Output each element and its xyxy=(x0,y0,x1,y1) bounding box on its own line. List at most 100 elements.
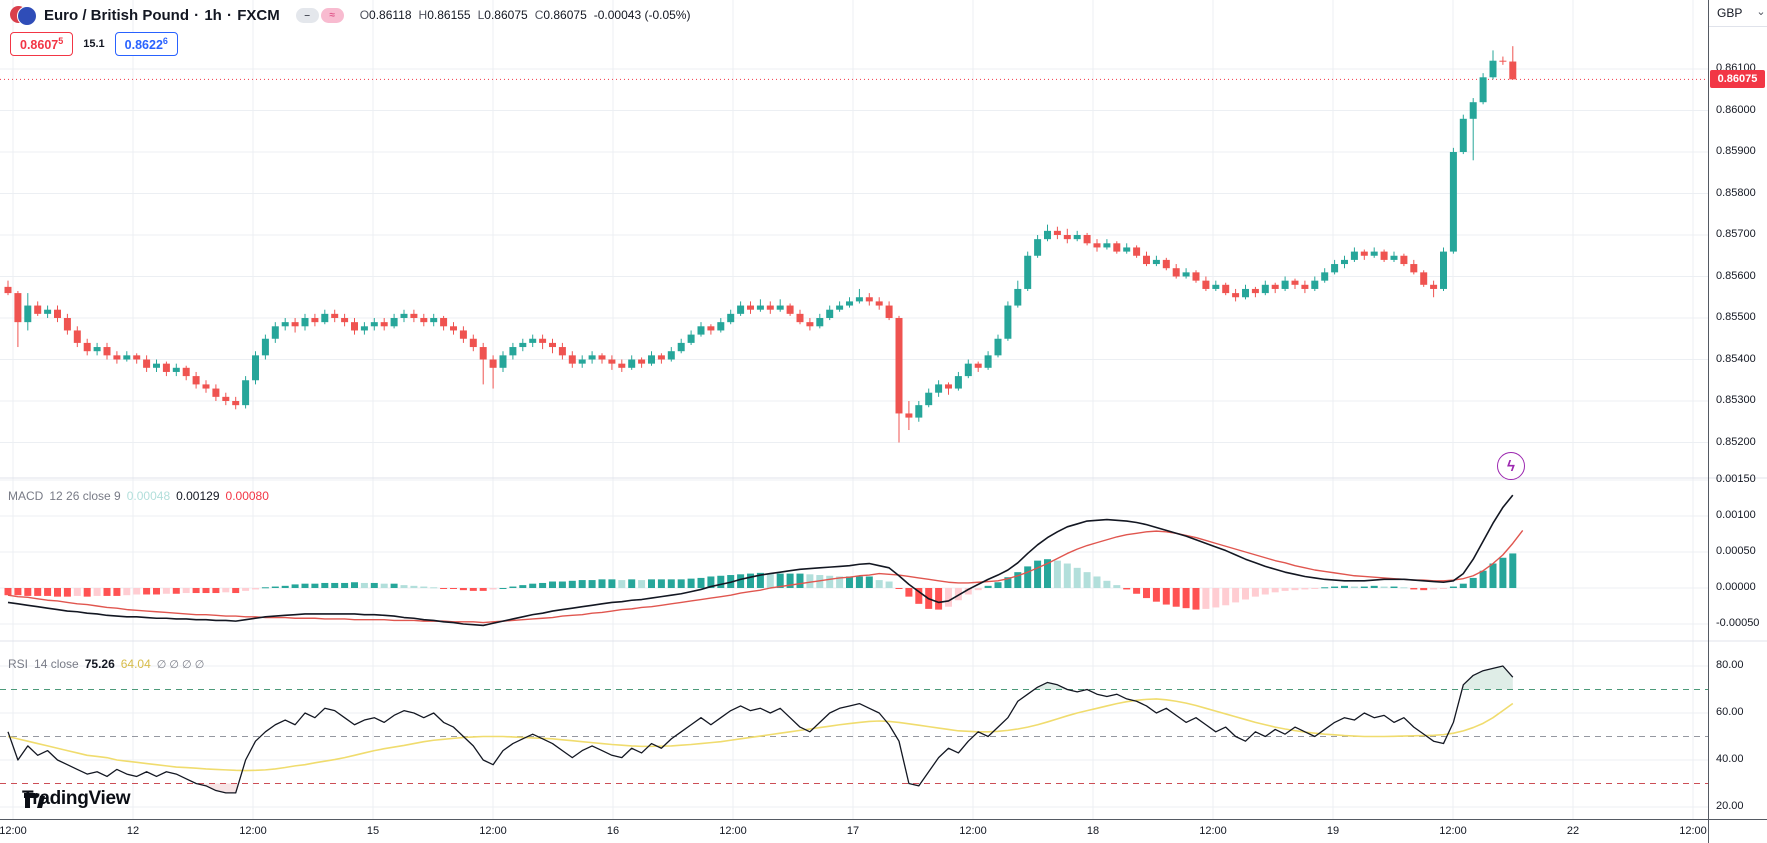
candle-down xyxy=(420,318,428,323)
candle-down xyxy=(568,355,576,364)
candle-up xyxy=(172,367,180,372)
buy-button[interactable]: 0.86226 xyxy=(114,32,178,57)
candle-down xyxy=(1360,251,1368,256)
candle-up xyxy=(1331,264,1339,273)
candle-down xyxy=(806,322,814,327)
current-price-tag: 0.86075 xyxy=(1710,70,1765,89)
macd-hist-bar xyxy=(34,588,42,596)
macd-hist-bar xyxy=(360,582,368,588)
candle-down xyxy=(558,347,566,356)
macd-hist-bar xyxy=(776,573,784,588)
macd-hist-bar xyxy=(291,584,299,588)
candle-down xyxy=(905,413,913,418)
candle-up xyxy=(855,297,863,302)
candle-up xyxy=(1479,77,1487,103)
price-tick: 0.85500 xyxy=(1716,311,1756,323)
candle-up xyxy=(578,359,586,364)
macd-hist-bar xyxy=(648,579,655,588)
candle-up xyxy=(261,338,269,356)
macd-hist-bar xyxy=(836,576,844,588)
interval-label[interactable]: 1h xyxy=(204,6,222,24)
macd-hist-bar xyxy=(351,582,358,588)
sell-button[interactable]: 0.86075 xyxy=(10,32,74,57)
candle-down xyxy=(1499,60,1507,62)
macd-hist-bar xyxy=(717,575,725,588)
macd-tick: 0.00050 xyxy=(1716,545,1756,557)
currency-dropdown[interactable]: GBP ⌄ xyxy=(1709,0,1767,27)
tradingview-logo[interactable]: TradingView xyxy=(22,788,131,810)
candle-down xyxy=(133,355,141,360)
candle-up xyxy=(1242,288,1249,298)
macd-hist-bar xyxy=(1044,559,1051,588)
macd-hist-bar xyxy=(1291,588,1299,591)
candle-up xyxy=(994,338,1002,356)
macd-hist-bar xyxy=(756,572,764,588)
low-value: 0.86075 xyxy=(484,8,528,22)
candle-down xyxy=(1251,288,1259,294)
macd-legend[interactable]: MACD 12 26 close 9 0.00048 0.00129 0.000… xyxy=(8,489,269,503)
macd-name: MACD xyxy=(8,489,44,503)
candle-up xyxy=(1152,259,1160,265)
macd-hist-bar xyxy=(301,583,309,588)
macd-hist-bar xyxy=(63,588,71,597)
candle-down xyxy=(786,305,794,314)
candle-up xyxy=(1182,272,1190,277)
macd-hist-bar xyxy=(341,582,349,588)
candle-up xyxy=(370,322,378,327)
macd-hist-bar xyxy=(242,588,250,591)
macd-hist-bar xyxy=(469,588,477,591)
macd-hist-bar xyxy=(1350,586,1358,588)
macd-hist-bar xyxy=(1509,553,1517,588)
candle-up xyxy=(24,305,32,323)
rsi-legend[interactable]: RSI 14 close 75.26 64.04 ∅ ∅ ∅ ∅ xyxy=(8,657,204,671)
approx-toggle-icon[interactable]: ≈ xyxy=(320,7,344,23)
candle-down xyxy=(1301,284,1309,289)
macd-hist-bar xyxy=(519,585,527,588)
candle-down xyxy=(1162,259,1170,269)
collapse-toggle-icon[interactable]: – xyxy=(295,7,319,23)
candle-down xyxy=(895,318,903,414)
macd-hist-bar xyxy=(826,575,834,588)
rsi-line xyxy=(7,665,1514,794)
macd-hist-bar xyxy=(1390,586,1398,588)
candle-down xyxy=(113,355,121,360)
candle-down xyxy=(865,297,873,302)
candle-down xyxy=(608,359,616,364)
macd-hist-bar xyxy=(1093,576,1101,588)
spread-value: 15.1 xyxy=(83,38,105,51)
candle-down xyxy=(291,322,299,327)
time-axis[interactable]: ⚙ 12:001212:001512:001612:001712:001812:… xyxy=(0,819,1767,843)
candle-down xyxy=(1113,243,1121,252)
macd-hist-bar xyxy=(1222,588,1230,606)
macd-hist-bar xyxy=(1459,583,1467,588)
macd-hist-bar xyxy=(459,588,467,591)
candle-up xyxy=(1044,230,1051,240)
candle-down xyxy=(1192,272,1200,281)
macd-tick: 0.00100 xyxy=(1716,509,1756,521)
lightning-icon[interactable]: ϟ xyxy=(1497,452,1525,480)
macd-hist-bar xyxy=(1430,588,1438,590)
close-value: 0.86075 xyxy=(543,8,587,22)
symbol-title[interactable]: Euro / British Pound · 1h · FXCM xyxy=(44,6,280,24)
macd-hist-bar xyxy=(1341,585,1348,588)
feed-toggles: – ≈ xyxy=(295,7,344,23)
rsi-overbought-fill xyxy=(1462,666,1513,690)
symbol-header: Euro / British Pound · 1h · FXCM – ≈ O0.… xyxy=(10,5,690,26)
candle-up xyxy=(430,318,438,323)
candle-down xyxy=(1172,268,1180,277)
candle-up xyxy=(667,351,675,360)
macd-hist-bar xyxy=(954,588,962,601)
candle-down xyxy=(143,359,151,368)
time-tick: 15 xyxy=(366,825,380,837)
macd-hist-bar xyxy=(73,588,81,596)
candle-up xyxy=(737,305,745,314)
macd-tick: -0.00050 xyxy=(1716,617,1760,629)
macd-hist-bar xyxy=(846,576,853,588)
quote-row: 0.86075 15.1 0.86226 xyxy=(10,32,178,57)
candle-down xyxy=(479,347,487,360)
macd-hist-bar xyxy=(232,588,240,594)
macd-hist-bar xyxy=(677,579,685,588)
macd-hist-bar xyxy=(450,588,457,589)
price-tick: 0.85200 xyxy=(1716,435,1756,448)
